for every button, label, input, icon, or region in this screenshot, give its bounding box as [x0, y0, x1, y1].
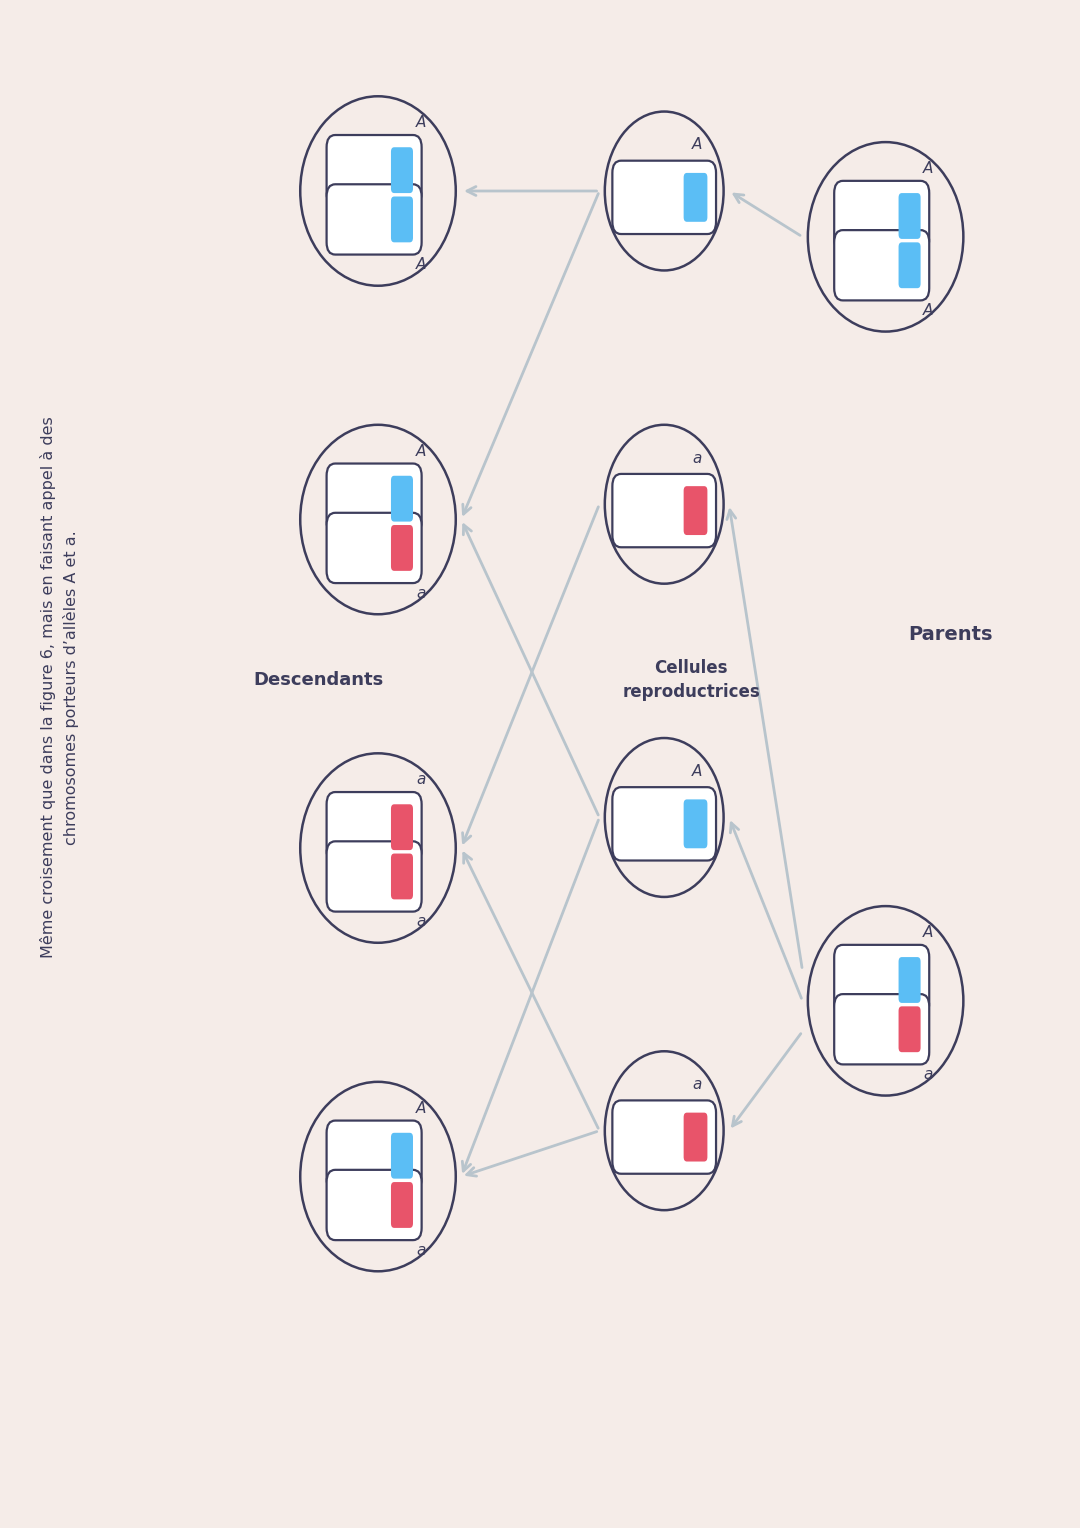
Ellipse shape [808, 906, 963, 1096]
FancyBboxPatch shape [612, 787, 716, 860]
FancyBboxPatch shape [326, 513, 421, 584]
Ellipse shape [300, 425, 456, 614]
FancyBboxPatch shape [391, 526, 413, 571]
FancyBboxPatch shape [899, 957, 920, 1002]
Text: A: A [923, 303, 933, 318]
Text: Descendants: Descendants [254, 671, 383, 689]
FancyBboxPatch shape [391, 804, 413, 850]
Text: A: A [416, 257, 426, 272]
Text: a: a [416, 1242, 426, 1258]
Text: Même croisement que dans la figure 6, mais en faisant appel à des
chromosomes po: Même croisement que dans la figure 6, ma… [40, 417, 79, 958]
Ellipse shape [605, 425, 724, 584]
FancyBboxPatch shape [326, 185, 421, 255]
Text: A: A [923, 924, 933, 940]
FancyBboxPatch shape [391, 147, 413, 193]
FancyBboxPatch shape [612, 474, 716, 547]
FancyBboxPatch shape [391, 854, 413, 900]
FancyBboxPatch shape [391, 197, 413, 243]
FancyBboxPatch shape [326, 1170, 421, 1241]
FancyBboxPatch shape [326, 1120, 421, 1190]
FancyBboxPatch shape [834, 180, 929, 251]
FancyBboxPatch shape [391, 475, 413, 521]
FancyBboxPatch shape [326, 134, 421, 205]
FancyBboxPatch shape [326, 463, 421, 533]
Ellipse shape [605, 738, 724, 897]
FancyBboxPatch shape [834, 944, 929, 1015]
Text: A: A [416, 1100, 426, 1115]
Text: a: a [692, 451, 702, 466]
FancyBboxPatch shape [834, 231, 929, 301]
FancyBboxPatch shape [899, 243, 920, 289]
Text: Cellules
reproductrices: Cellules reproductrices [622, 659, 760, 701]
Ellipse shape [300, 1082, 456, 1271]
FancyBboxPatch shape [391, 1183, 413, 1229]
Text: A: A [691, 138, 702, 153]
FancyBboxPatch shape [834, 995, 929, 1065]
Text: A: A [691, 764, 702, 779]
FancyBboxPatch shape [326, 842, 421, 912]
FancyBboxPatch shape [391, 1132, 413, 1178]
Ellipse shape [300, 96, 456, 286]
FancyBboxPatch shape [899, 1007, 920, 1053]
FancyBboxPatch shape [684, 173, 707, 222]
Text: a: a [416, 772, 426, 787]
Ellipse shape [605, 112, 724, 270]
Text: Parents: Parents [908, 625, 993, 643]
FancyBboxPatch shape [326, 792, 421, 862]
Ellipse shape [808, 142, 963, 332]
Text: a: a [923, 1067, 933, 1082]
FancyBboxPatch shape [612, 160, 716, 234]
FancyBboxPatch shape [684, 1112, 707, 1161]
Text: a: a [416, 914, 426, 929]
FancyBboxPatch shape [612, 1100, 716, 1174]
Text: A: A [416, 443, 426, 458]
Text: A: A [416, 115, 426, 130]
Ellipse shape [300, 753, 456, 943]
FancyBboxPatch shape [684, 799, 707, 848]
Text: a: a [692, 1077, 702, 1093]
Text: a: a [416, 585, 426, 601]
Text: A: A [923, 160, 933, 176]
Ellipse shape [605, 1051, 724, 1210]
FancyBboxPatch shape [899, 193, 920, 238]
FancyBboxPatch shape [684, 486, 707, 535]
